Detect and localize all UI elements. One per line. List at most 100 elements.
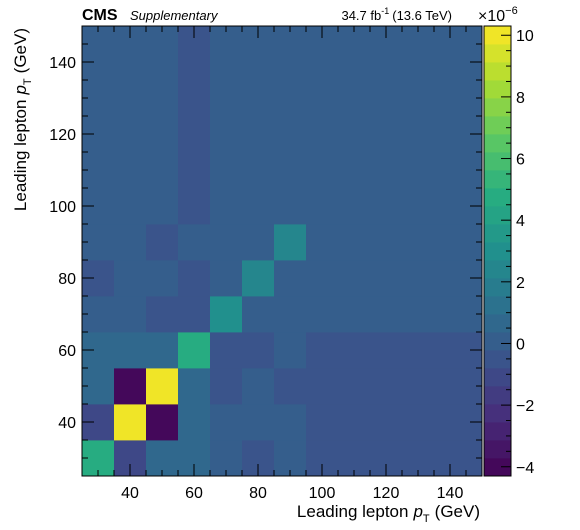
colorbar-multiplier: ×10−6 xyxy=(478,5,518,25)
heatmap-cell xyxy=(274,224,307,261)
y-axis-title-var: p xyxy=(11,85,30,95)
colorbar-level xyxy=(484,80,511,99)
heatmap-cell xyxy=(274,296,307,333)
heatmap-cell xyxy=(114,224,147,261)
heatmap-cell xyxy=(114,296,147,333)
y-axis-title: Leading lepton pT (GeV) xyxy=(11,28,34,211)
heatmap-cell xyxy=(178,368,211,405)
heatmap-cell xyxy=(306,26,483,225)
heatmap-cell xyxy=(146,332,179,369)
y-axis-title-sub: T xyxy=(22,78,34,85)
y-tick-label: 40 xyxy=(58,415,76,432)
colorbar-level xyxy=(484,296,511,315)
heatmap-cell xyxy=(178,224,211,261)
heatmap-cell xyxy=(274,368,307,405)
experiment-label: CMS xyxy=(82,7,118,24)
heatmap-cell xyxy=(114,260,147,297)
colorbar-level xyxy=(484,422,511,441)
heatmap-cell xyxy=(114,368,147,405)
colorbar-tick-label: 8 xyxy=(516,90,525,107)
heatmap-cell xyxy=(306,224,483,261)
colorbar-tick-label: 4 xyxy=(516,213,525,230)
heatmap-cell xyxy=(306,404,483,441)
heatmap-cell xyxy=(306,296,483,333)
colorbar-level xyxy=(484,224,511,243)
x-tick-label: 40 xyxy=(121,485,139,502)
colorbar-level xyxy=(484,386,511,405)
colorbar-level xyxy=(484,440,511,459)
x-tick-label: 140 xyxy=(437,485,464,502)
heatmap-cell xyxy=(146,26,179,225)
supplementary-label: Supplementary xyxy=(130,8,219,23)
heatmap-cell xyxy=(242,260,275,297)
x-tick-label: 100 xyxy=(309,485,336,502)
multiplier-base: ×10 xyxy=(478,8,505,25)
colorbar-level xyxy=(484,116,511,135)
heatmap-cell xyxy=(146,296,179,333)
y-axis: 40 60 80 100 120 140 xyxy=(49,25,482,459)
heatmap-cell xyxy=(178,26,211,225)
colorbar-level xyxy=(484,278,511,297)
heatmap-cell xyxy=(210,260,243,297)
colorbar-level xyxy=(484,98,511,117)
heatmap-cell xyxy=(274,26,307,225)
heatmap-cell xyxy=(82,26,115,225)
x-tick-label: 60 xyxy=(185,485,203,502)
heatmap-cell xyxy=(178,404,211,441)
heatmap-cell xyxy=(146,224,179,261)
colorbar-level xyxy=(484,134,511,153)
colorbar-level xyxy=(484,368,511,387)
heatmap-cell xyxy=(210,332,243,369)
plot-frame xyxy=(81,25,483,477)
heatmap-cell xyxy=(306,260,483,297)
x-axis-title-unit: (GeV) xyxy=(435,502,480,521)
heatmap-cell xyxy=(178,296,211,333)
colorbar-level xyxy=(484,44,511,63)
heatmap-cell xyxy=(274,332,307,369)
heatmap-cell xyxy=(274,260,307,297)
colorbar-axis: −4 −2 0 2 4 6 8 10 xyxy=(501,28,534,477)
heatmap-cell xyxy=(114,26,147,225)
heatmap-cell xyxy=(114,404,147,441)
colorbar-level xyxy=(484,314,511,333)
energy-value: (13.6 TeV) xyxy=(392,8,452,23)
heatmap-cell xyxy=(242,296,275,333)
colorbar-level xyxy=(484,332,511,351)
colorbar-level xyxy=(484,350,511,369)
colorbar-level xyxy=(484,260,511,279)
heatmap-cell xyxy=(146,404,179,441)
x-tick-label: 120 xyxy=(373,485,400,502)
heatmap-cell xyxy=(114,332,147,369)
colorbar-level xyxy=(484,26,511,45)
heatmap-cell xyxy=(178,332,211,369)
heatmap-cell xyxy=(242,368,275,405)
heatmap-cell xyxy=(306,368,483,405)
heatmap-cell xyxy=(306,332,483,369)
colorbar-level xyxy=(484,458,511,477)
heatmap-cell xyxy=(210,404,243,441)
x-axis-title-var: p xyxy=(412,502,422,521)
heatmap-cell xyxy=(306,440,483,477)
colorbar-tick-label: 10 xyxy=(516,28,534,45)
colorbar-tick-label: −4 xyxy=(516,460,534,477)
colorbar-level xyxy=(484,170,511,189)
heatmap-cell xyxy=(242,26,275,225)
colorbar-tick-label: 2 xyxy=(516,275,525,292)
multiplier-exponent: −6 xyxy=(505,5,518,17)
y-tick-label: 120 xyxy=(49,127,76,144)
colorbar xyxy=(484,26,511,477)
colorbar-tick-label: −2 xyxy=(516,398,534,415)
heatmap-cell xyxy=(210,296,243,333)
x-axis-title: Leading lepton pT (GeV) xyxy=(297,502,480,525)
colorbar-level xyxy=(484,404,511,423)
heatmap-cell xyxy=(242,332,275,369)
colorbar-tick-label: 0 xyxy=(516,336,525,353)
y-tick-label: 100 xyxy=(49,199,76,216)
x-axis: 40 60 80 100 120 140 xyxy=(97,26,483,502)
heatmap-cell xyxy=(210,224,243,261)
heatmap-cell xyxy=(210,368,243,405)
lumi-value: 34.7 fb xyxy=(341,8,381,23)
heatmap-cell xyxy=(210,26,243,225)
heatmap-cell xyxy=(178,260,211,297)
